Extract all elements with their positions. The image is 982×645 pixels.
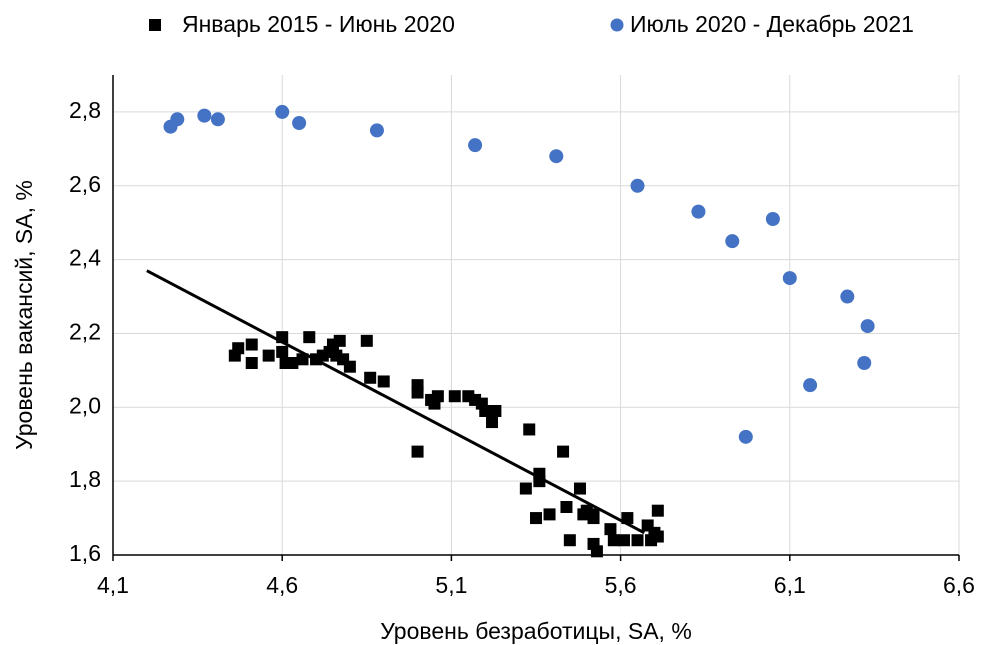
point — [343, 360, 356, 373]
point — [631, 534, 644, 547]
point — [210, 112, 225, 127]
point — [651, 530, 664, 543]
point — [489, 405, 502, 417]
x-tick-label: 6,1 — [774, 572, 806, 598]
point — [262, 349, 275, 362]
point — [232, 342, 245, 355]
point — [782, 271, 797, 286]
point — [468, 138, 483, 153]
point — [486, 416, 499, 429]
point — [519, 482, 532, 495]
point — [411, 445, 424, 458]
point — [860, 319, 875, 334]
point — [560, 501, 573, 513]
point — [587, 508, 600, 521]
legend-label: Январь 2015 - Июнь 2020 — [182, 11, 455, 37]
point — [245, 357, 258, 369]
legend-marker — [149, 19, 161, 31]
point — [557, 445, 570, 458]
y-tick-label: 1,8 — [69, 466, 101, 492]
point — [333, 334, 346, 347]
y-tick-label: 1,6 — [69, 540, 101, 566]
point — [738, 429, 753, 444]
y-tick-label: 2,8 — [69, 97, 101, 123]
x-axis-label: Уровень безработицы, SA, % — [380, 618, 692, 644]
x-tick-label: 4,6 — [266, 572, 298, 598]
point — [604, 523, 617, 536]
point — [448, 390, 461, 403]
point — [411, 386, 424, 399]
point — [245, 338, 258, 351]
point — [765, 212, 780, 226]
x-tick-label: 4,1 — [97, 572, 129, 598]
y-tick-label: 2,6 — [69, 171, 101, 197]
point — [857, 356, 872, 370]
trendline — [146, 269, 645, 535]
point — [296, 353, 309, 366]
point — [590, 545, 603, 558]
point — [617, 534, 630, 547]
point — [431, 390, 444, 403]
point — [479, 405, 492, 417]
point — [725, 234, 740, 249]
point — [630, 178, 645, 193]
legend-marker — [610, 18, 624, 32]
point — [364, 371, 377, 384]
x-tick-label: 5,6 — [605, 572, 637, 598]
point — [292, 116, 307, 130]
point — [303, 331, 316, 344]
x-tick-label: 6,6 — [943, 572, 975, 598]
point — [530, 512, 542, 525]
point — [197, 108, 212, 123]
point — [275, 104, 290, 119]
point — [691, 204, 706, 219]
x-tick-label: 5,1 — [435, 572, 467, 598]
y-tick-label: 2,4 — [69, 245, 101, 271]
point — [549, 149, 564, 164]
point — [573, 482, 586, 495]
point — [523, 423, 536, 436]
point — [651, 504, 664, 517]
point — [369, 123, 384, 138]
point — [360, 334, 373, 347]
point — [377, 375, 390, 388]
legend-label: Июль 2020 - Декабрь 2021 — [630, 11, 914, 37]
y-tick-label: 2,0 — [69, 392, 101, 418]
point — [607, 534, 620, 547]
point — [170, 112, 185, 127]
point — [286, 357, 299, 369]
point — [276, 345, 289, 358]
point — [840, 289, 855, 304]
point — [803, 378, 818, 393]
y-axis-label: Уровень вакансий, SA, % — [11, 180, 37, 450]
y-tick-label: 2,2 — [69, 319, 101, 345]
point — [563, 534, 576, 547]
point — [543, 508, 556, 521]
